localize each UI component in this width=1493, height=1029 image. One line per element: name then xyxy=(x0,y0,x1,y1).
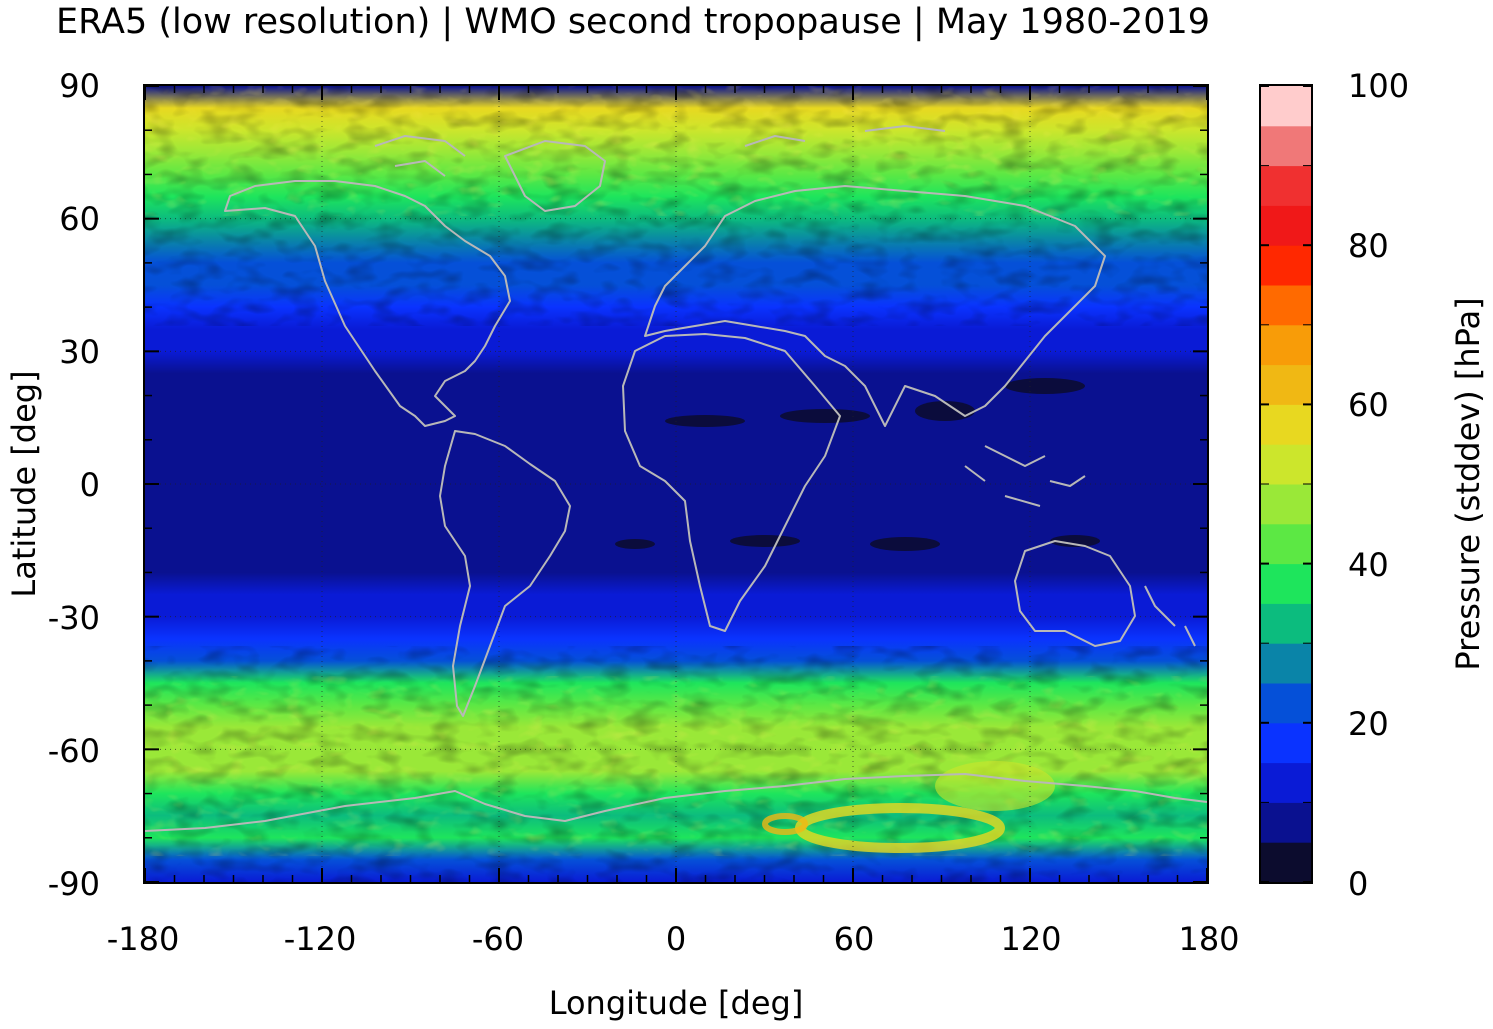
colorbar-band xyxy=(1261,125,1311,167)
x-tick-label: 120 xyxy=(1000,920,1062,958)
coastline-south-america xyxy=(439,430,571,717)
colorbar-band xyxy=(1261,404,1311,445)
colorbar-band xyxy=(1261,603,1311,644)
y-tick-label: 0 xyxy=(79,466,100,504)
colorbar xyxy=(1259,84,1313,884)
y-tick-label: -90 xyxy=(47,865,100,903)
colorbar-band xyxy=(1261,563,1311,604)
x-tick-label: -60 xyxy=(471,920,525,958)
colorbar-tick-label: 60 xyxy=(1348,386,1389,424)
colorbar-band xyxy=(1261,523,1311,565)
coastline-islands xyxy=(964,445,1196,647)
coastlines xyxy=(145,125,1207,832)
coastline-arctic-islands xyxy=(374,125,946,177)
axis-ticks xyxy=(145,86,1207,882)
y-tick-label: -30 xyxy=(47,599,100,637)
coastline-antarctica xyxy=(145,773,1207,832)
y-tick-label: -60 xyxy=(47,732,100,770)
colorbar-tick-label: 0 xyxy=(1348,865,1369,903)
y-tick-label: 60 xyxy=(59,200,100,238)
y-tick-label: 90 xyxy=(59,67,100,105)
y-axis-title: Latitude [deg] xyxy=(5,370,43,598)
colorbar-band xyxy=(1261,86,1311,127)
x-tick-label: -120 xyxy=(283,920,357,958)
y-tick-label: 30 xyxy=(59,333,100,371)
coastline-africa xyxy=(622,333,841,632)
colorbar-title: Pressure (stddev) [hPa] xyxy=(1449,297,1487,671)
coastline-australia xyxy=(1014,540,1136,647)
colorbar-band xyxy=(1261,762,1311,803)
x-tick-label: -180 xyxy=(106,920,180,958)
colorbar-band xyxy=(1261,364,1311,405)
colorbar-band xyxy=(1261,324,1311,366)
colorbar-band xyxy=(1261,484,1311,525)
x-tick-label: 60 xyxy=(833,920,875,958)
grid-lines xyxy=(145,86,1207,882)
colorbar-band xyxy=(1261,245,1311,286)
colorbar-band xyxy=(1261,205,1311,246)
colorbar-band xyxy=(1261,285,1311,326)
coastline-eurasia xyxy=(644,185,1106,427)
colorbar-band xyxy=(1261,643,1311,684)
heatmap-field xyxy=(145,86,1207,882)
coastline-greenland xyxy=(504,140,606,212)
colorbar-band xyxy=(1261,444,1311,485)
colorbar-band xyxy=(1261,842,1311,882)
colorbar-tick-label: 20 xyxy=(1348,705,1389,743)
x-tick-label: 0 xyxy=(665,920,687,958)
map-plot-area xyxy=(143,84,1209,884)
coastline-north-america xyxy=(224,180,511,427)
colorbar-tick-label: 100 xyxy=(1348,67,1410,105)
x-axis-title: Longitude [deg] xyxy=(548,984,804,1022)
colorbar-scale xyxy=(1261,86,1311,882)
colorbar-band xyxy=(1261,165,1311,206)
colorbar-band xyxy=(1261,683,1311,724)
colorbar-band xyxy=(1261,802,1311,843)
chart-title: ERA5 (low resolution) | WMO second tropo… xyxy=(56,2,1211,42)
colorbar-band xyxy=(1261,722,1311,764)
low-variance-patches xyxy=(615,378,1100,551)
x-tick-label: 180 xyxy=(1178,920,1240,958)
colorbar-tick-label: 80 xyxy=(1348,227,1389,265)
colorbar-tick-label: 40 xyxy=(1348,546,1389,584)
